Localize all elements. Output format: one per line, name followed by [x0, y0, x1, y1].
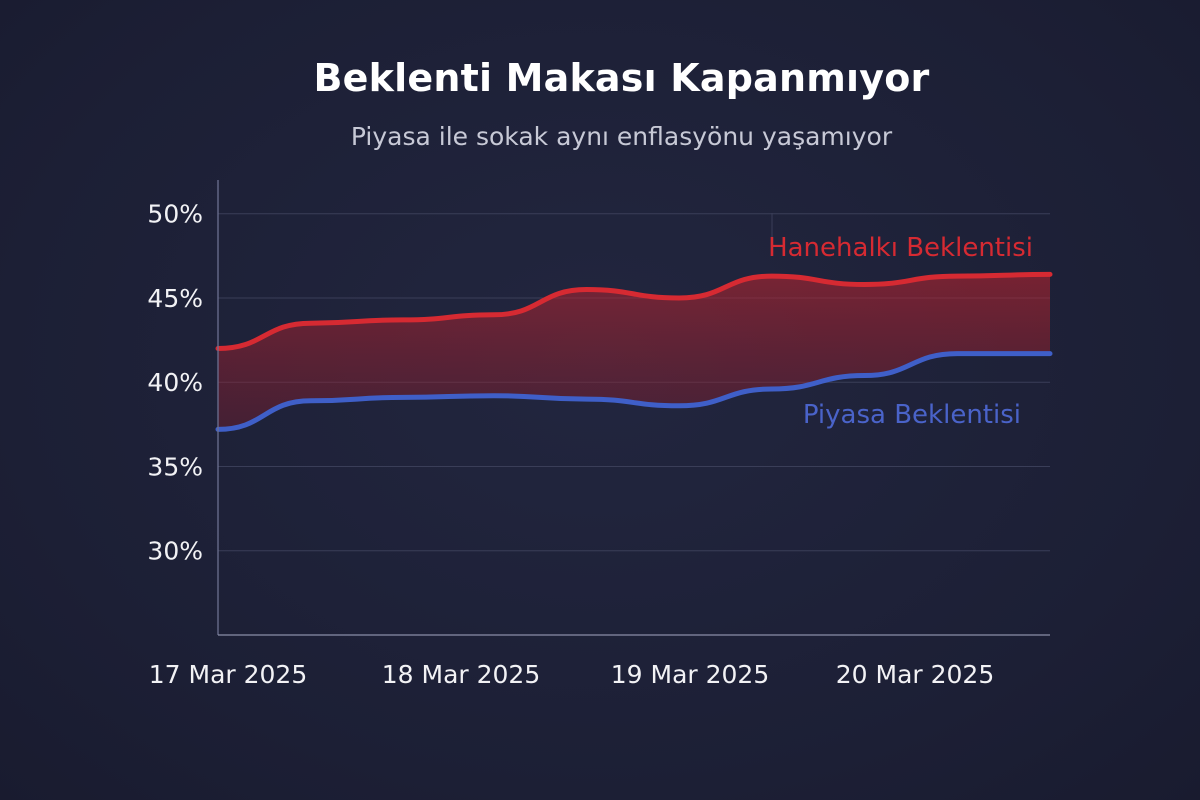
series-line-piyasa	[215, 351, 1053, 432]
series-lines	[215, 271, 1053, 432]
gap-area	[218, 274, 1050, 430]
y-tick-label: 40%	[147, 368, 203, 397]
gap-area-fill	[218, 274, 1050, 430]
series-label-hanehalki: Hanehalkı Beklentisi	[768, 233, 1033, 263]
x-tick-label: 18 Mar 2025	[382, 660, 541, 689]
series-line-hanehalki	[215, 271, 1053, 351]
chart-subtitle: Piyasa ile sokak aynı enflasyönu yaşamıy…	[350, 122, 893, 151]
labels: 30% 35% 40% 45% 50% 17 Mar 2025 18 Mar 2025 19 …	[147, 200, 1033, 689]
chart-title: Beklenti Makası Kapanmıyor	[313, 56, 930, 100]
axes	[217, 180, 1050, 636]
x-tick-label: 19 Mar 2025	[611, 660, 770, 689]
y-tick-label: 35%	[147, 452, 203, 481]
y-tick-label: 45%	[147, 284, 203, 313]
y-tick-label: 50%	[147, 200, 203, 229]
y-tick-label: 30%	[147, 537, 203, 566]
series-label-piyasa: Piyasa Beklentisi	[803, 400, 1021, 430]
x-tick-label: 17 Mar 2025	[149, 660, 308, 689]
x-tick-label: 20 Mar 2025	[836, 660, 995, 689]
